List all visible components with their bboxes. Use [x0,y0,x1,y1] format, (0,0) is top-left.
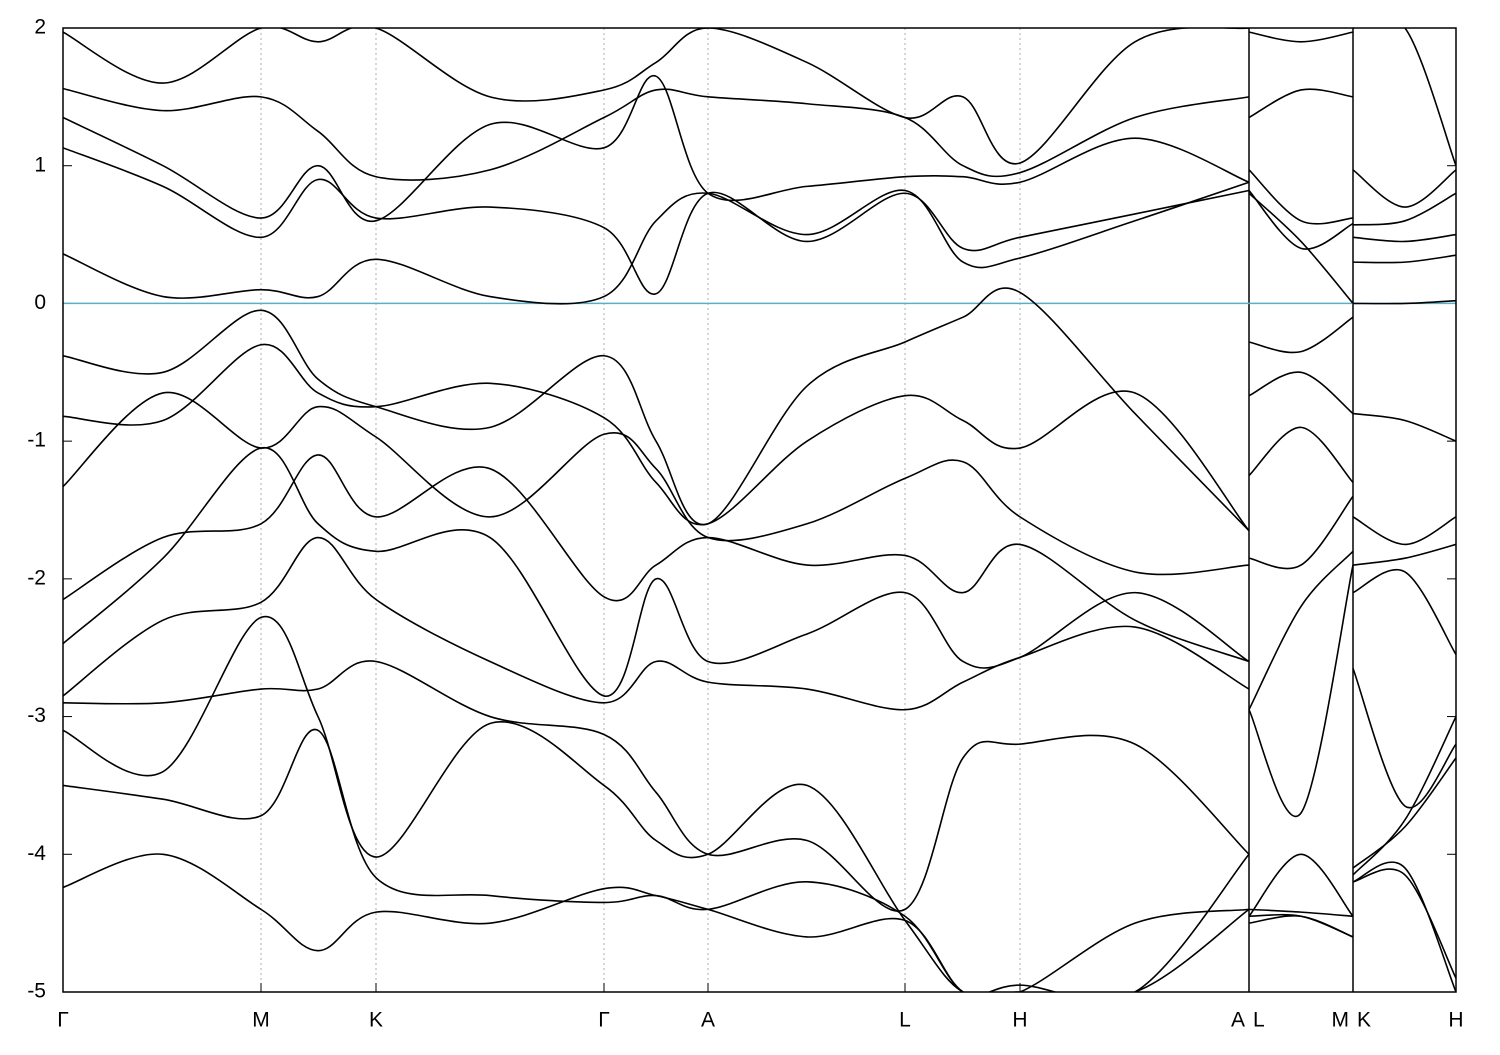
band [63,728,1456,992]
band [63,391,1456,576]
y-tick-label: -4 [27,842,46,865]
x-tick-label: K [369,1009,383,1032]
band [63,447,1456,711]
x-tick-label: A [1231,1009,1245,1032]
band [63,660,1456,917]
x-tick-label: M [252,1009,270,1032]
band [63,615,1456,992]
y-tick-label: -3 [27,704,46,727]
y-tick-label: -1 [27,429,46,452]
band [63,181,1456,305]
y-tick-label: -5 [27,980,46,1003]
band [63,287,1456,532]
bands-layer [63,28,1456,992]
y-tick-label: 1 [34,153,46,176]
x-tick-label: K [1357,1009,1371,1032]
band [63,853,1456,992]
band [63,75,1456,226]
x-tick-label: A [701,1009,715,1032]
grid-layer [62,27,1457,993]
x-tick-label: Γ [57,1009,69,1032]
x-tick-label: Γ [598,1009,610,1032]
y-tick-label: 0 [34,291,46,314]
x-tick-label: H [1448,1009,1463,1032]
x-tick-label: H [1012,1009,1027,1032]
band [63,87,1456,208]
plot-frame [62,27,1457,993]
x-tick-label: L [899,1009,911,1032]
band [63,536,1456,818]
band [63,147,1456,295]
band [63,28,1456,166]
x-tick-label: L [1253,1009,1265,1032]
band [63,343,1456,532]
band [63,454,1456,663]
y-tick-label: 2 [34,16,46,39]
y-tick-label: -2 [27,566,46,589]
x-tick-label: M [1332,1009,1350,1032]
